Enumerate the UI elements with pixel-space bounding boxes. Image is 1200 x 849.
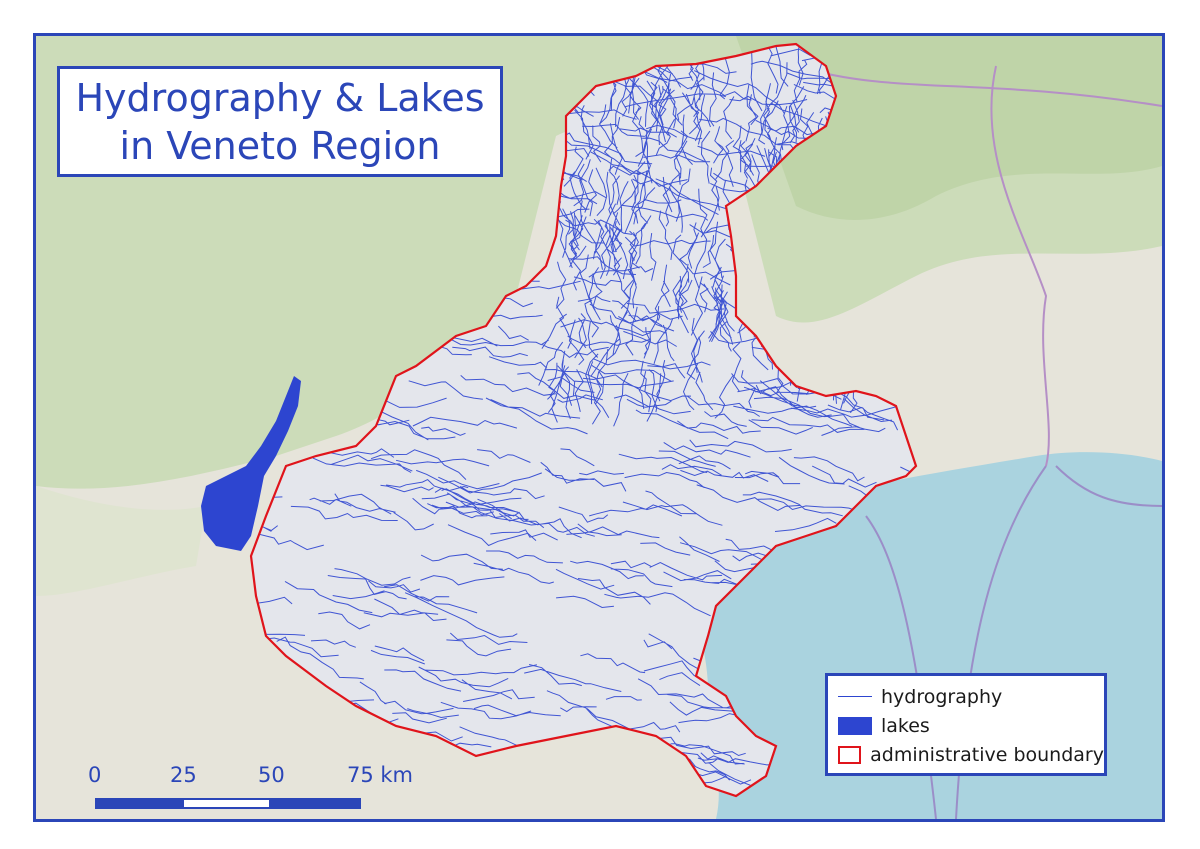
scale-tick-0: 0 bbox=[88, 763, 102, 787]
scale-tick-50: 50 bbox=[258, 763, 285, 787]
scale-segment-3 bbox=[269, 798, 361, 809]
scale-tick-75: 75 km bbox=[347, 763, 414, 787]
legend-label-hydrography: hydrography bbox=[881, 685, 1003, 708]
legend-item-boundary: administrative boundary bbox=[838, 740, 1104, 769]
scale-tick-25: 25 bbox=[170, 763, 197, 787]
legend: hydrography lakes administrative boundar… bbox=[825, 673, 1107, 776]
lakes-fill-symbol bbox=[838, 716, 872, 735]
scale-bar: 0 25 50 75 km bbox=[85, 763, 425, 823]
legend-item-lakes: lakes bbox=[838, 711, 1104, 740]
scale-segment-2 bbox=[182, 798, 271, 809]
legend-label-boundary: administrative boundary bbox=[870, 743, 1104, 766]
map-title: Hydrography & Lakes in Veneto Region bbox=[57, 66, 503, 177]
title-line-2: in Veneto Region bbox=[119, 124, 441, 168]
lake-garda bbox=[201, 376, 301, 551]
legend-item-hydrography: hydrography bbox=[838, 682, 1104, 711]
scale-segment-1 bbox=[95, 798, 184, 809]
boundary-outline-symbol bbox=[838, 745, 862, 764]
admin-boundary-line bbox=[249, 42, 918, 798]
hydrography-line-symbol bbox=[838, 688, 872, 706]
legend-label-lakes: lakes bbox=[881, 714, 930, 737]
title-line-1: Hydrography & Lakes bbox=[75, 76, 485, 120]
